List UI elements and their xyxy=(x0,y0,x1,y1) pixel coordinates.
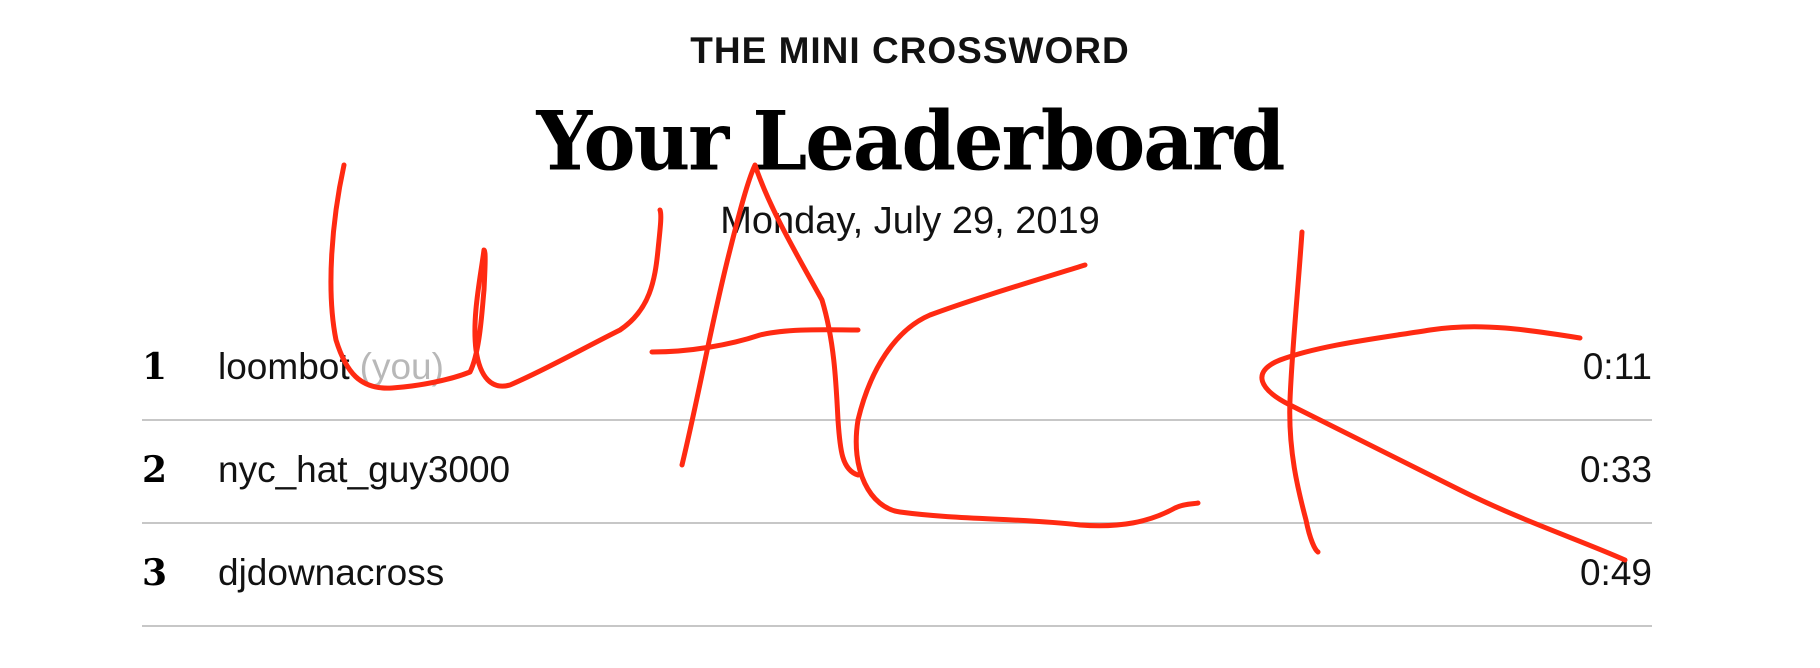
leaderboard-row: 2 nyc_hat_guy3000 0:33 xyxy=(142,421,1652,524)
leaderboard-row: 1 loombot (you) 0:11 xyxy=(142,318,1652,421)
solve-time: 0:11 xyxy=(1582,346,1652,387)
page-title: Your Leaderboard xyxy=(536,93,1286,190)
puzzle-date: Monday, July 29, 2019 xyxy=(720,200,1100,242)
player-name: djdownacross xyxy=(218,552,444,594)
solve-time: 0:49 xyxy=(1579,552,1652,593)
player-username: djdownacross xyxy=(218,552,445,593)
game-kicker: THE MINI CROSSWORD xyxy=(690,30,1130,71)
rank-number: 1 xyxy=(142,346,168,388)
rank-number: 3 xyxy=(142,552,168,594)
solve-time: 0:33 xyxy=(1579,449,1652,490)
leaderboard-list: 1 loombot (you) 0:11 2 nyc_hat_guy3000 0:… xyxy=(142,318,1652,627)
player-username: nyc_hat_guy3000 xyxy=(218,449,511,490)
rank-number: 2 xyxy=(142,449,168,491)
player-name: loombot (you) xyxy=(218,346,444,388)
player-name: nyc_hat_guy3000 xyxy=(218,449,510,491)
leaderboard-row: 3 djdownacross 0:49 xyxy=(142,524,1652,627)
player-username: loombot xyxy=(218,346,350,387)
you-tag: (you) xyxy=(359,346,444,387)
